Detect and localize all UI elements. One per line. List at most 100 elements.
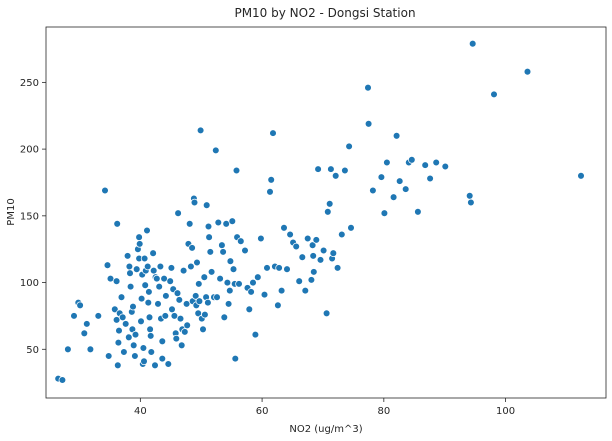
data-point	[523, 67, 532, 76]
data-point	[408, 156, 416, 164]
data-point	[196, 126, 205, 135]
x-axis: 40 60 80 100	[134, 398, 515, 417]
data-point	[260, 290, 269, 299]
data-point	[314, 165, 322, 173]
data-point	[104, 352, 113, 360]
data-point	[401, 185, 410, 193]
data-point	[324, 208, 332, 216]
data-point	[131, 352, 139, 360]
y-axis-label: PM10	[6, 198, 17, 225]
data-point	[141, 281, 149, 289]
data-point	[249, 278, 257, 287]
data-point	[298, 253, 307, 261]
data-point	[395, 177, 404, 185]
data-point	[176, 314, 185, 323]
data-point	[338, 230, 346, 239]
data-point	[193, 258, 201, 267]
data-point	[129, 341, 138, 350]
data-point	[267, 176, 275, 184]
data-point	[421, 161, 429, 169]
data-point	[168, 305, 176, 314]
data-point	[58, 376, 67, 384]
data-point	[174, 209, 182, 217]
data-point	[345, 142, 353, 151]
data-point	[153, 274, 161, 283]
data-point	[269, 129, 277, 137]
data-point	[113, 220, 121, 228]
data-point	[389, 193, 398, 201]
data-point	[111, 305, 119, 314]
data-point	[283, 265, 291, 273]
data-point	[229, 265, 238, 273]
data-point	[80, 329, 89, 338]
data-point	[426, 174, 434, 183]
data-point	[218, 241, 226, 249]
data-point	[204, 298, 212, 307]
data-point	[126, 282, 135, 291]
data-point	[309, 252, 317, 260]
data-point	[86, 345, 95, 354]
data-point	[161, 312, 170, 320]
data-point	[195, 280, 203, 288]
data-point	[206, 248, 215, 256]
data-point	[129, 302, 137, 311]
data-point	[125, 333, 133, 342]
x-axis-label: NO2 (ug/m^3)	[289, 424, 362, 435]
data-point	[237, 237, 245, 245]
data-point	[181, 328, 189, 336]
data-point	[125, 262, 134, 271]
data-point	[190, 198, 199, 207]
data-point	[331, 172, 340, 180]
data-point	[207, 268, 216, 276]
data-point	[140, 357, 148, 366]
data-point	[149, 266, 158, 275]
data-point	[154, 300, 162, 308]
data-point	[322, 309, 331, 318]
data-point	[205, 233, 213, 241]
data-point	[149, 249, 157, 257]
data-point	[235, 280, 243, 288]
data-point	[254, 273, 262, 281]
data-point	[70, 312, 78, 320]
data-point	[214, 218, 223, 227]
data-point	[83, 320, 91, 328]
data-point	[131, 330, 140, 339]
data-point	[266, 188, 274, 196]
data-point	[199, 325, 207, 334]
data-point	[76, 301, 84, 310]
data-point	[286, 230, 294, 239]
data-point	[232, 166, 241, 175]
data-point	[132, 265, 141, 273]
data-point	[465, 192, 474, 200]
data-point	[126, 269, 134, 277]
data-point	[173, 289, 182, 297]
data-point	[364, 83, 372, 92]
data-point	[166, 277, 174, 285]
data-point	[280, 224, 288, 232]
data-point	[216, 274, 224, 283]
data-point	[188, 244, 196, 252]
data-point	[172, 334, 181, 343]
data-point	[220, 313, 229, 322]
data-point	[121, 320, 130, 328]
data-point	[226, 257, 235, 265]
data-point	[333, 264, 342, 272]
data-point	[219, 248, 227, 256]
data-point	[200, 273, 209, 281]
data-point	[312, 236, 321, 244]
data-point	[223, 278, 232, 287]
data-point	[135, 233, 143, 241]
data-point	[112, 277, 121, 285]
y-tick-label: 150	[20, 211, 39, 222]
data-point	[316, 256, 325, 264]
plot-frame	[45, 26, 607, 399]
data-point	[183, 321, 191, 330]
data-point	[204, 222, 213, 231]
y-tick-label: 50	[26, 345, 39, 356]
data-point	[577, 172, 585, 180]
data-point	[146, 332, 155, 340]
scatter-points	[54, 39, 585, 384]
data-point	[146, 325, 154, 334]
data-point	[327, 165, 335, 173]
